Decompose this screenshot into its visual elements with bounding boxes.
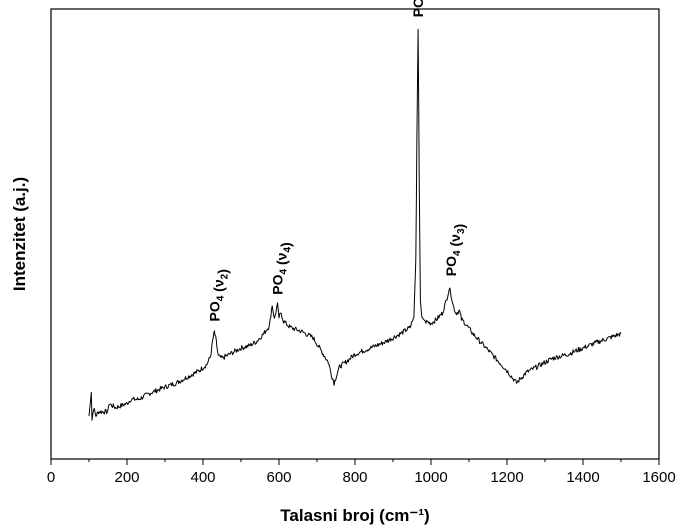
peak-annotation: PO4 (ν3) xyxy=(443,224,467,276)
x-tick-label: 800 xyxy=(342,469,367,486)
peak-annotation: PO4 (ν1) xyxy=(410,0,434,17)
plot-frame xyxy=(50,8,660,460)
x-axis-tick-labels: 0 200 400 600 800 1000 1200 1400 1600 xyxy=(47,469,676,486)
peak-annotations: PO4 (ν2) PO4 (ν4) PO4 (ν1) PO4 (ν3) xyxy=(206,0,466,322)
x-tick-label: 1200 xyxy=(490,469,523,486)
y-axis-title: Intenzitet (a.j.) xyxy=(10,177,29,291)
x-tick-label: 0 xyxy=(47,469,55,486)
x-axis-title: Talasni broj (cm⁻¹) xyxy=(280,506,429,525)
spectrum-line xyxy=(88,28,622,421)
x-tick-label: 1400 xyxy=(566,469,599,486)
x-tick-label: 200 xyxy=(114,469,139,486)
x-tick-label: 400 xyxy=(190,469,215,486)
x-tick-label: 600 xyxy=(266,469,291,486)
peak-annotation: PO4 (ν4) xyxy=(270,242,294,294)
x-tick-label: 1600 xyxy=(642,469,675,486)
x-axis-ticks xyxy=(50,459,660,465)
peak-annotation: PO4 (ν2) xyxy=(206,269,230,321)
x-tick-label: 1000 xyxy=(414,469,447,486)
